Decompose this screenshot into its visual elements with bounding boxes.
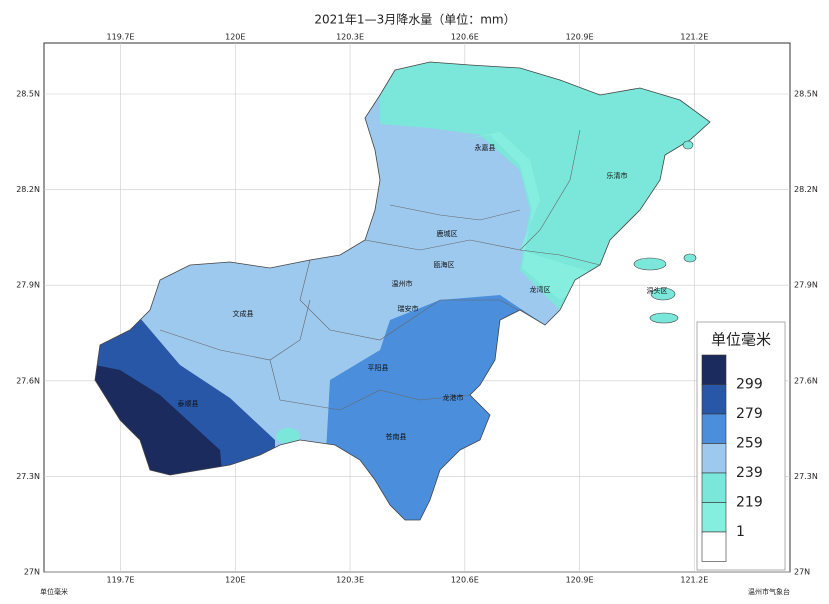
legend-label: 219	[736, 495, 763, 511]
islands	[633, 140, 697, 324]
lat-label: 28.5N	[794, 89, 818, 98]
district-label: 鹿城区	[437, 229, 458, 238]
boundary	[299, 259, 546, 341]
island	[682, 140, 694, 150]
footer-right: 温州市气象台	[748, 587, 790, 596]
legend-swatch	[701, 502, 727, 533]
lon-label: 120.6E	[451, 576, 479, 585]
zone-219	[276, 428, 300, 444]
district-label: 泰顺县	[178, 399, 199, 408]
district-label: 瓯海区	[434, 260, 455, 269]
legend-title: 单位毫米	[711, 331, 771, 349]
legend-label: 239	[736, 465, 763, 481]
boundary	[269, 359, 471, 411]
district-label: 龙港市	[443, 393, 464, 402]
lon-label: 120.9E	[566, 33, 594, 42]
legend-swatch	[701, 443, 727, 474]
lon-label: 119.7E	[107, 576, 135, 585]
lat-label: 27N	[794, 568, 810, 577]
lon-label: 120.3E	[336, 33, 364, 42]
legend-label: 299	[736, 377, 763, 393]
lon-label: 120.3E	[336, 576, 364, 585]
district-label: 乐清市	[607, 171, 628, 180]
lon-label: 120E	[225, 33, 245, 42]
lat-label: 27.3N	[16, 472, 40, 481]
legend-swatch	[701, 354, 727, 385]
island	[683, 253, 697, 263]
island	[650, 287, 676, 301]
legend: 单位毫米 299 279 259 239 219 1	[696, 321, 786, 571]
lat-label: 28.2N	[16, 185, 40, 194]
district-label: 文成县	[233, 309, 254, 318]
district-label: 永嘉县	[475, 143, 496, 152]
island	[649, 312, 679, 324]
district-label: 平阳县	[368, 363, 389, 372]
lat-label: 27.6N	[16, 376, 40, 385]
district-labels: 永嘉县 乐清市 鹿城区 瓯海区 温州市 龙湾区 文成县 瑞安市 平阳县 泰顺县 …	[178, 143, 668, 441]
lon-label: 120.6E	[451, 33, 479, 42]
lat-label: 27N	[24, 568, 40, 577]
legend-swatch	[701, 472, 727, 503]
island	[633, 257, 667, 271]
lat-label: 27.3N	[794, 472, 818, 481]
district-label: 苍南县	[386, 432, 407, 441]
legend-swatch	[701, 413, 727, 444]
district-label: 温州市	[392, 279, 413, 288]
boundary	[364, 239, 601, 266]
lon-label: 119.7E	[107, 33, 135, 42]
legend-swatch	[701, 384, 727, 415]
lon-label: 121.2E	[680, 576, 708, 585]
legend-label: 279	[736, 406, 763, 422]
legend-label: 1	[736, 524, 745, 540]
lat-label: 28.5N	[16, 89, 40, 98]
zone-219	[380, 62, 710, 310]
district-label: 瑞安市	[398, 304, 419, 313]
legend-swatch	[701, 531, 727, 562]
map-title: 2021年1—3月降水量（单位：mm）	[314, 12, 515, 27]
lat-label: 27.9N	[794, 281, 818, 290]
lat-label: 28.2N	[794, 185, 818, 194]
legend-label: 259	[736, 436, 763, 452]
district-label: 龙湾区	[530, 285, 551, 294]
boundary	[519, 129, 581, 251]
lat-label: 27.6N	[794, 376, 818, 385]
lon-label: 120.9E	[566, 576, 594, 585]
district-label: 洞头区	[647, 286, 668, 295]
lat-label: 27.9N	[16, 281, 40, 290]
footer-left: 单位毫米	[40, 587, 68, 596]
lon-label: 121.2E	[680, 33, 708, 42]
lon-label: 120E	[225, 576, 245, 585]
boundary	[389, 204, 521, 221]
